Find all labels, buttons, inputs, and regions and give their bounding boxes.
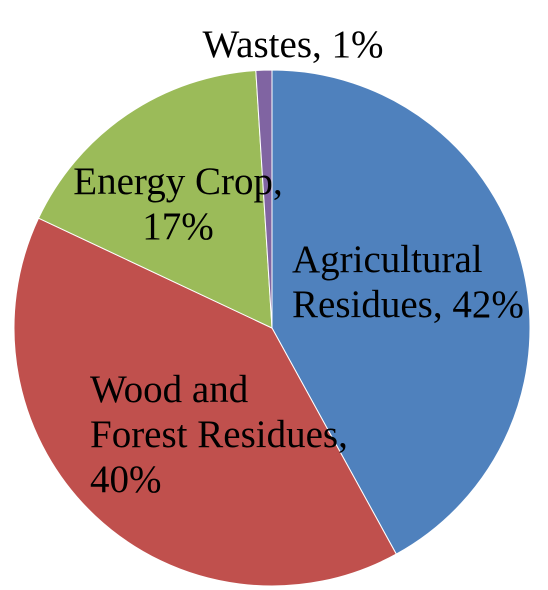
pie-slice-wood-and-forest-residues [13, 217, 397, 587]
data-label-line: Energy Crop, [73, 160, 282, 203]
data-label-line: Residues, 42% [292, 283, 524, 326]
data-label-wastes: Wastes, 1% [203, 23, 384, 66]
pie-slice-agricultural-residues [271, 69, 531, 555]
data-label-wood-and-forest-residues: Wood and Forest Residues, 40% [90, 368, 348, 501]
data-label-line: Forest Residues, [90, 413, 348, 456]
data-label-energy-crop: Energy Crop, 17% [73, 160, 282, 248]
data-label-line: Wastes, 1% [203, 23, 384, 66]
data-label-line: 17% [142, 205, 214, 248]
pie-data-labels: Agricultural Residues, 42% Wood and Forest … [73, 23, 524, 501]
data-label-agricultural-residues: Agricultural Residues, 42% [292, 238, 524, 326]
data-label-line: Wood and [90, 368, 249, 411]
pie-slice-wastes [255, 69, 273, 329]
data-label-line: 40% [90, 458, 162, 501]
data-label-line: Agricultural [292, 238, 483, 281]
pie-slices [13, 69, 531, 587]
pie-slice-energy-crop [37, 69, 273, 329]
